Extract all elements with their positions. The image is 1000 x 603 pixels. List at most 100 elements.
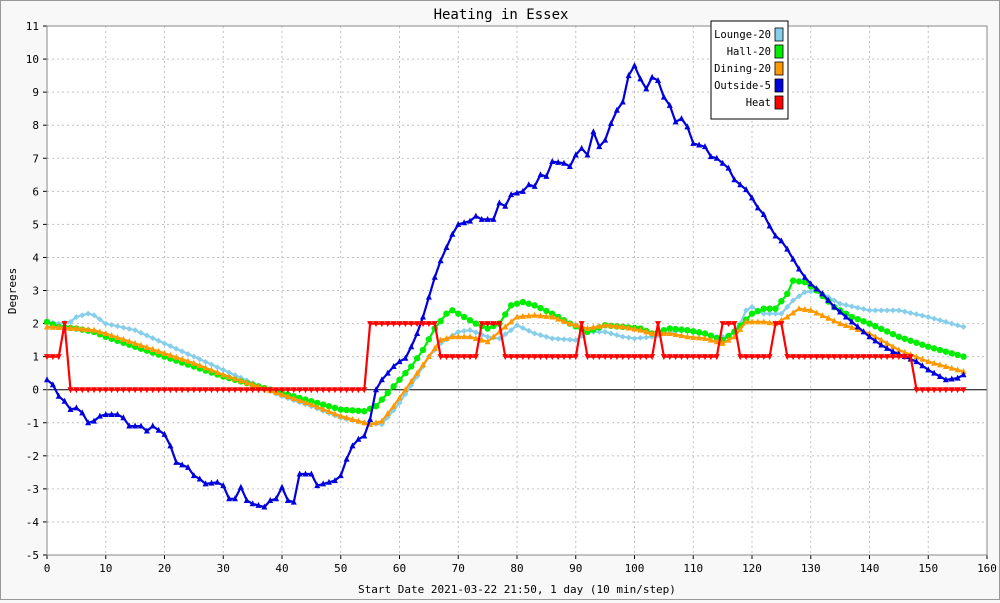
data-point bbox=[954, 322, 961, 329]
y-tick-label: 0 bbox=[32, 384, 39, 397]
data-point bbox=[937, 372, 943, 379]
data-point bbox=[91, 387, 97, 394]
data-point bbox=[96, 316, 103, 323]
data-point bbox=[61, 321, 68, 328]
data-point bbox=[467, 327, 473, 334]
data-point bbox=[220, 482, 227, 489]
data-point bbox=[561, 159, 567, 166]
data-point bbox=[843, 302, 849, 309]
data-point bbox=[261, 387, 268, 394]
data-point bbox=[848, 313, 856, 321]
data-point bbox=[455, 328, 462, 335]
x-axis-label: Start Date 2021-03-22 21:50, 1 day (10 m… bbox=[358, 583, 676, 596]
data-point bbox=[596, 328, 603, 335]
data-point bbox=[925, 366, 932, 373]
data-point bbox=[49, 381, 56, 388]
data-point bbox=[349, 442, 356, 449]
data-point bbox=[308, 401, 315, 408]
data-point bbox=[73, 325, 80, 332]
data-point bbox=[255, 387, 262, 394]
data-point bbox=[226, 495, 233, 502]
data-point bbox=[384, 321, 391, 328]
data-point bbox=[190, 472, 197, 479]
data-point bbox=[660, 93, 667, 100]
data-point bbox=[449, 230, 456, 237]
data-point bbox=[848, 354, 855, 361]
data-point bbox=[737, 354, 744, 361]
data-point bbox=[79, 312, 86, 319]
data-point bbox=[402, 386, 409, 393]
data-point bbox=[467, 333, 473, 340]
data-point bbox=[843, 322, 849, 329]
data-point bbox=[937, 317, 943, 324]
data-point bbox=[120, 387, 127, 394]
data-point bbox=[784, 313, 791, 320]
data-point bbox=[331, 477, 338, 484]
data-point bbox=[713, 334, 720, 342]
data-point bbox=[884, 354, 891, 361]
data-point bbox=[790, 309, 797, 316]
data-point bbox=[631, 325, 638, 332]
data-point bbox=[725, 336, 732, 343]
data-point bbox=[425, 336, 433, 343]
data-point bbox=[525, 300, 532, 307]
legend-label: Outside-5 bbox=[714, 80, 771, 92]
data-point bbox=[913, 387, 920, 394]
data-point bbox=[901, 308, 908, 315]
data-point bbox=[825, 354, 832, 361]
data-point bbox=[190, 387, 197, 394]
data-point bbox=[196, 356, 203, 363]
data-point bbox=[73, 387, 80, 394]
data-point bbox=[114, 387, 121, 394]
data-point bbox=[731, 321, 738, 328]
data-point bbox=[890, 354, 896, 361]
data-point bbox=[519, 354, 526, 361]
series-dining-20 bbox=[44, 305, 967, 427]
legend-label: Dining-20 bbox=[714, 63, 771, 75]
data-point bbox=[455, 310, 462, 317]
data-point bbox=[725, 321, 732, 328]
data-point bbox=[261, 503, 268, 510]
data-point bbox=[507, 302, 515, 309]
data-point bbox=[226, 387, 233, 394]
data-point bbox=[543, 172, 550, 179]
data-point bbox=[408, 343, 415, 350]
data-point bbox=[108, 410, 115, 417]
data-point bbox=[872, 307, 879, 314]
y-tick-label: 9 bbox=[32, 86, 39, 99]
x-tick-label: 50 bbox=[334, 562, 347, 575]
data-point bbox=[373, 419, 379, 426]
data-point bbox=[813, 285, 820, 292]
data-point bbox=[373, 386, 379, 393]
data-point bbox=[725, 332, 732, 340]
data-point bbox=[637, 75, 644, 82]
data-point bbox=[237, 483, 244, 490]
grid-lines bbox=[47, 26, 987, 555]
data-point bbox=[731, 176, 738, 183]
data-point bbox=[913, 339, 920, 346]
data-point bbox=[508, 354, 515, 361]
data-point bbox=[343, 455, 350, 462]
data-point bbox=[790, 354, 797, 361]
data-point bbox=[55, 354, 62, 361]
data-point bbox=[237, 377, 244, 384]
data-point bbox=[308, 470, 315, 477]
data-point bbox=[44, 376, 50, 383]
x-tick-label: 150 bbox=[918, 562, 938, 575]
data-point bbox=[519, 298, 527, 306]
data-point bbox=[948, 375, 955, 382]
data-point bbox=[108, 387, 115, 394]
data-point bbox=[737, 325, 744, 332]
plot-border bbox=[46, 25, 988, 556]
data-point bbox=[108, 321, 115, 328]
data-point bbox=[596, 354, 603, 361]
data-point bbox=[331, 387, 338, 394]
x-tick-label: 140 bbox=[860, 562, 880, 575]
data-point bbox=[672, 118, 679, 125]
data-point bbox=[273, 387, 280, 394]
legend-swatch bbox=[774, 78, 784, 93]
data-point bbox=[343, 414, 350, 421]
data-point bbox=[138, 422, 144, 429]
data-point bbox=[737, 181, 744, 188]
